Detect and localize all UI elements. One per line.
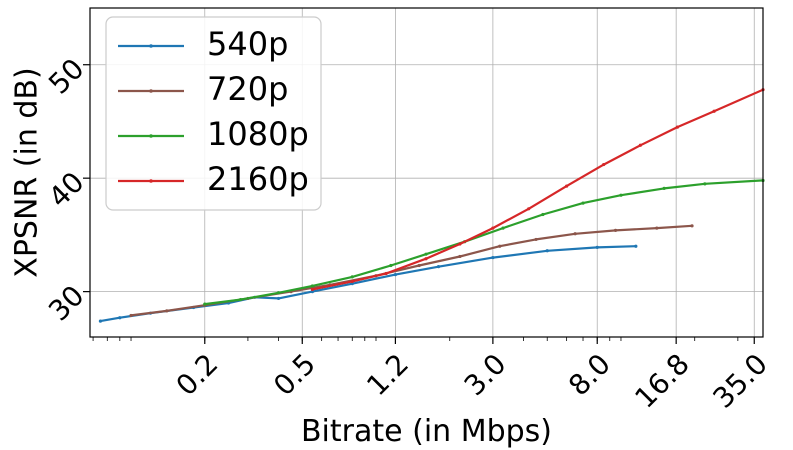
series-1080p-point: [350, 275, 354, 279]
series-1080p-point: [238, 297, 243, 302]
series-2160p-point: [638, 143, 642, 147]
series-2160p-point: [527, 207, 531, 211]
series-1080p-point: [581, 201, 585, 205]
legend-label: 720p: [207, 70, 288, 108]
series-1080p-point: [703, 182, 707, 186]
series-layer: [98, 88, 765, 323]
series-1080p-point: [276, 291, 281, 295]
x-tick-label: 35.0: [706, 347, 773, 414]
series-2160p-point: [712, 109, 716, 113]
series-2160p-point: [424, 257, 428, 261]
series-720p-point: [613, 228, 618, 232]
series-1080p-point: [389, 263, 393, 268]
x-tick-label: 8.0: [562, 347, 617, 402]
y-tick-label: 50: [42, 52, 91, 101]
series-540p-point: [118, 316, 122, 320]
series-540p-point: [393, 273, 397, 277]
series-540p-point: [310, 290, 314, 294]
series-720p-point: [129, 313, 133, 318]
series-540p-point: [634, 244, 638, 248]
legend-entry-1080p: 1080p: [118, 115, 309, 153]
series-2160p-point: [675, 125, 680, 129]
series-2160p-point: [458, 242, 462, 246]
series-720p-point: [690, 224, 694, 228]
series-2160p: [310, 88, 765, 291]
legend-label: 1080p: [207, 115, 309, 153]
series-720p-point: [655, 226, 659, 230]
legend-entry-720p: 720p: [118, 70, 288, 108]
y-tick-label: 40: [42, 165, 91, 214]
series-540p-point: [276, 296, 281, 301]
series-1080p-point: [662, 186, 666, 190]
legend: 540p 720p 1080p 2160p: [105, 16, 322, 211]
series-720p-point: [458, 254, 462, 259]
series-540p-point: [491, 255, 495, 260]
series-720p-point: [534, 237, 538, 242]
legend-entry-540p: 540p: [118, 25, 288, 63]
series-540p-point: [436, 265, 441, 269]
y-axis-label: XPSNR (in dB): [10, 67, 45, 277]
x-tick-label: 1.2: [360, 347, 415, 402]
x-tick-label: 16.8: [628, 347, 695, 414]
series-2160p-point: [310, 287, 314, 291]
series-1080p-point: [310, 284, 314, 288]
legend-marker: [149, 89, 153, 93]
series-1080p-point: [424, 252, 428, 256]
series-720p-point: [498, 244, 502, 248]
x-axis-label: Bitrate (in Mbps): [301, 414, 552, 449]
series-540p-point: [545, 249, 549, 253]
legend-marker: [149, 44, 153, 48]
series-1080p-point: [619, 193, 623, 197]
series-2160p-point: [350, 279, 354, 284]
series-2160p-line: [312, 88, 764, 291]
series-720p-point: [417, 263, 421, 268]
legend-marker: [149, 179, 153, 183]
x-tick-label: 3.0: [458, 347, 513, 402]
series-1080p-point: [501, 226, 505, 230]
legend-box: [105, 16, 322, 211]
series-2160p-point: [491, 226, 495, 230]
series-2160p-point: [384, 271, 388, 276]
series-1080p-point: [203, 302, 207, 306]
series-540p-point: [595, 245, 599, 249]
legend-entry-2160p: 2160p: [118, 160, 309, 198]
series-540p: [98, 244, 638, 323]
series-720p-point: [165, 309, 169, 313]
series-720p-point: [573, 232, 577, 236]
series-2160p-point: [565, 184, 569, 188]
series-540p-point: [98, 319, 103, 323]
legend-label: 2160p: [207, 160, 309, 198]
legend-label: 540p: [207, 25, 288, 63]
y-tick-label: 30: [42, 279, 91, 328]
x-tick-label: 0.5: [267, 347, 322, 402]
series-540p-point: [350, 282, 354, 286]
plot-frame: [89, 7, 764, 338]
x-tick-label: 0.2: [170, 347, 225, 402]
series-2160p-point: [602, 162, 606, 167]
legend-marker: [149, 134, 153, 138]
series-1080p-point: [541, 212, 545, 217]
